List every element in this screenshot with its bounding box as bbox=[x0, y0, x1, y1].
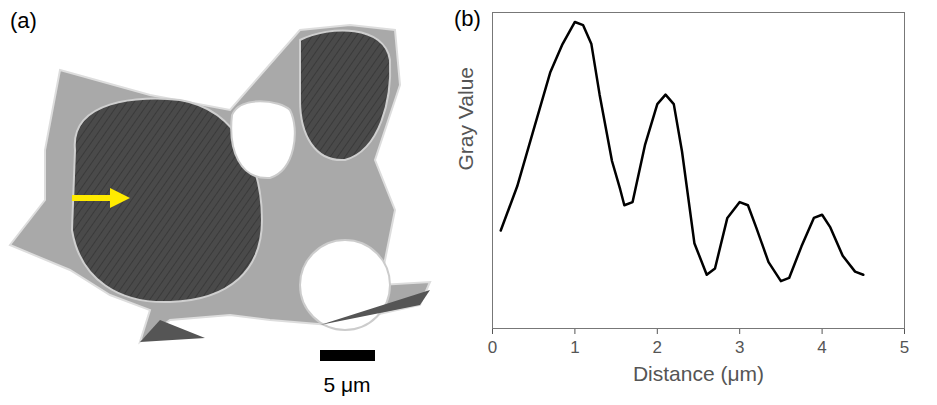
svg-text:2: 2 bbox=[653, 338, 662, 357]
svg-text:(a): (a) bbox=[10, 8, 37, 33]
svg-text:3: 3 bbox=[735, 338, 744, 357]
html-text:(b): (b) bbox=[454, 6, 481, 31]
svg-text:Gray Value: Gray Value bbox=[454, 67, 477, 171]
svg-text:5 μm: 5 μm bbox=[323, 373, 370, 396]
svg-text:Distance (μm): Distance (μm) bbox=[633, 362, 764, 385]
svg-text:5: 5 bbox=[900, 338, 909, 357]
svg-text:4: 4 bbox=[817, 338, 826, 357]
svg-text:0: 0 bbox=[488, 338, 497, 357]
svg-text:1: 1 bbox=[570, 338, 579, 357]
